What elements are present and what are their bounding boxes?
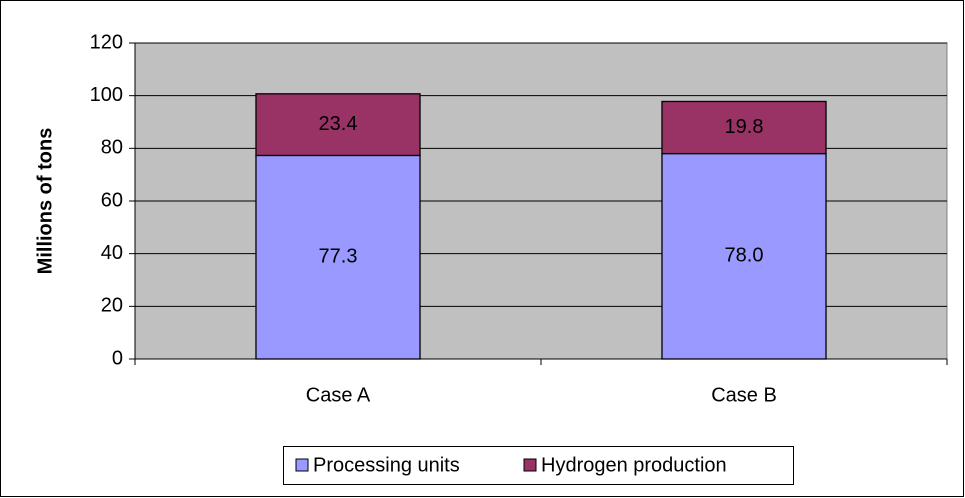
x-tick-label: Case A [306,384,371,406]
bar-segment [255,93,421,157]
y-axis-label: Millions of tons [34,128,56,275]
data-label: 78.0 [725,245,764,267]
legend-label: Processing units [313,454,460,476]
y-tick-label: 0 [112,347,123,369]
bar-segment [255,154,421,360]
y-tick-label: 80 [101,137,123,159]
y-tick-label: 20 [101,295,123,317]
data-label: 23.4 [319,113,358,135]
bar-segment [661,100,827,155]
bar-segment [661,152,827,360]
y-tick-label: 120 [90,31,123,53]
x-tick-label: Case B [711,384,777,406]
legend-swatch [523,458,537,472]
data-label: 19.8 [725,116,764,138]
y-tick-label: 100 [90,84,123,106]
legend [283,446,794,485]
y-tick-label: 60 [101,189,123,211]
legend-label: Hydrogen production [541,454,727,476]
legend-swatch [295,458,309,472]
y-tick-label: 40 [101,242,123,264]
data-label: 77.3 [319,246,358,268]
legend-box [283,446,794,485]
